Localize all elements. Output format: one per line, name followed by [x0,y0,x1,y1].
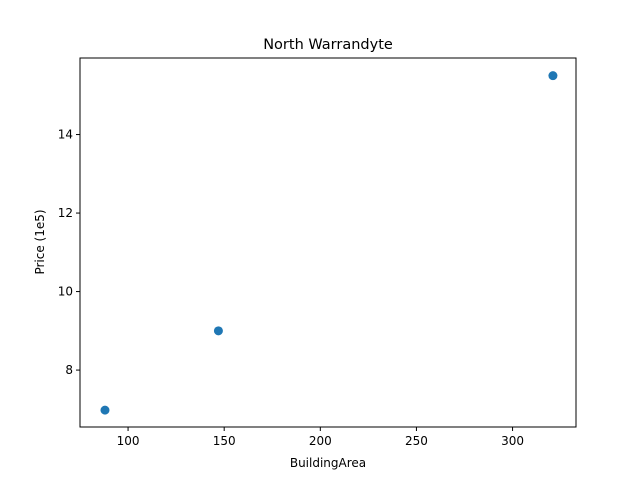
chart-title: North Warrandyte [263,37,393,53]
y-tick-label: 10 [58,285,73,299]
y-axis-ticks: 8 10 12 14 [58,128,80,377]
x-tick-label: 100 [117,434,140,448]
x-tick-label: 250 [405,434,428,448]
x-tick-label: 150 [213,434,236,448]
plot-area [79,57,577,428]
y-axis-label: Price (1e5) [33,209,47,274]
y-tick-label: 14 [58,128,73,142]
scatter-point [548,71,558,81]
data-points [100,71,558,415]
x-axis-ticks: 100 150 200 250 300 [117,427,524,448]
x-tick-label: 200 [309,434,332,448]
y-tick-label: 8 [65,363,73,377]
y-tick-label: 12 [58,206,73,220]
scatter-point [213,326,223,336]
scatter-point [100,405,110,415]
x-axis-label: BuildingArea [290,456,366,470]
x-tick-label: 300 [501,434,524,448]
